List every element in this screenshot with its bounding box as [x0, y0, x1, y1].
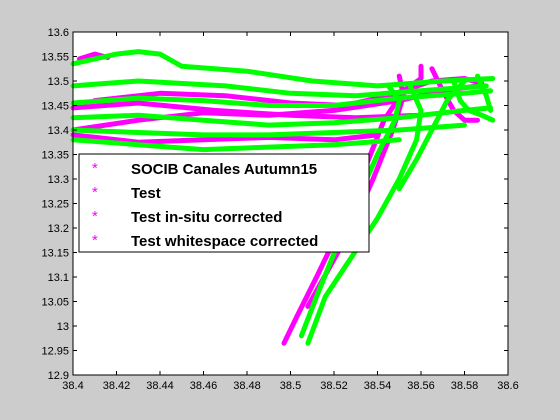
y-tick-label: 13.6 — [48, 27, 69, 39]
y-tick-label: 13.35 — [41, 150, 69, 162]
x-tick-label: 38.54 — [364, 380, 392, 392]
y-tick-label: 13.2 — [48, 223, 69, 235]
legend-marker-test-whitespace: * — [92, 232, 98, 249]
legend: * SOCIB Canales Autumn15 * Test * Test i… — [79, 154, 369, 252]
legend-label-test-insitu: Test in-situ corrected — [131, 209, 282, 226]
y-tick-label: 13.55 — [41, 52, 69, 64]
y-tick-label: 13.5 — [48, 76, 69, 88]
y-tick-label: 13.45 — [41, 101, 69, 113]
y-tick-label: 13.25 — [41, 199, 69, 211]
y-tick-label: 13.1 — [48, 272, 69, 284]
x-tick-label: 38.48 — [233, 380, 261, 392]
x-tick-label: 38.52 — [320, 380, 348, 392]
legend-label-test-whitespace: Test whitespace corrected — [131, 233, 318, 250]
y-tick-label: 13 — [57, 321, 69, 333]
legend-marker-test-insitu: * — [92, 208, 98, 225]
y-tick-label: 13.4 — [48, 125, 69, 137]
legend-label-test: Test — [131, 185, 161, 202]
y-tick-label: 12.9 — [48, 370, 69, 382]
x-tick-label: 38.42 — [103, 380, 131, 392]
y-tick-label: 12.95 — [41, 346, 69, 358]
legend-marker-socib: * — [92, 160, 98, 177]
legend-label-socib: SOCIB Canales Autumn15 — [131, 161, 317, 178]
y-tick-label: 13.15 — [41, 248, 69, 260]
y-tick-label: 13.05 — [41, 297, 69, 309]
x-tick-label: 38.44 — [146, 380, 174, 392]
y-tick-label: 13.3 — [48, 174, 69, 186]
x-tick-label: 38.56 — [407, 380, 435, 392]
x-tick-label: 38.6 — [497, 380, 518, 392]
legend-marker-test: * — [92, 184, 98, 201]
x-tick-label: 38.46 — [190, 380, 218, 392]
x-tick-label: 38.58 — [451, 380, 479, 392]
x-tick-label: 38.5 — [280, 380, 301, 392]
